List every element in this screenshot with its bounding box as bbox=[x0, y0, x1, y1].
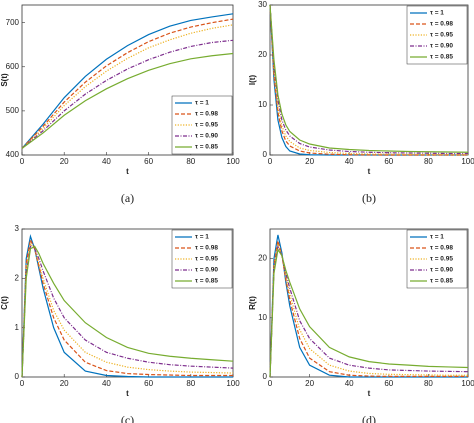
y-tick-label: 700 bbox=[6, 18, 20, 27]
x-tick-label: 0 bbox=[20, 379, 25, 388]
line-series bbox=[269, 4, 468, 156]
y-axis-label: S(t) bbox=[0, 73, 9, 87]
x-tick-label: 40 bbox=[102, 379, 111, 388]
x-tick-label: 80 bbox=[424, 379, 433, 388]
legend-label: τ = 0.98 bbox=[430, 245, 453, 252]
line-series bbox=[269, 4, 469, 153]
legend-box bbox=[171, 229, 233, 289]
x-tick-label: 80 bbox=[186, 157, 195, 166]
y-tick-label: 500 bbox=[6, 106, 20, 115]
x-tick-label: 60 bbox=[384, 379, 393, 388]
y-axis-label: C(t) bbox=[0, 296, 9, 310]
legend-label: τ = 0.95 bbox=[195, 122, 218, 129]
legend-box bbox=[406, 5, 468, 65]
x-tick-label: 20 bbox=[60, 379, 69, 388]
line-series bbox=[269, 4, 469, 156]
x-tick-label: 80 bbox=[424, 157, 433, 166]
line-series bbox=[269, 244, 469, 378]
legend-label: τ = 0.85 bbox=[195, 278, 218, 285]
y-tick-label: 0 bbox=[263, 372, 268, 381]
legend-label: τ = 0.85 bbox=[430, 278, 453, 285]
line-series bbox=[269, 243, 468, 378]
x-tick-label: 40 bbox=[345, 157, 354, 166]
y-tick-label: 10 bbox=[258, 313, 267, 322]
legend-label: τ = 0.90 bbox=[430, 43, 453, 50]
line-series bbox=[21, 18, 234, 149]
x-axis-label: t bbox=[368, 389, 371, 398]
y-tick-label: 600 bbox=[6, 62, 20, 71]
line-series bbox=[21, 234, 233, 378]
y-tick-label: 30 bbox=[258, 0, 267, 9]
x-tick-label: 100 bbox=[226, 379, 240, 388]
x-tick-label: 60 bbox=[144, 379, 153, 388]
x-tick-label: 20 bbox=[305, 379, 314, 388]
x-tick-label: 60 bbox=[144, 157, 153, 166]
legend-label: τ = 0.90 bbox=[195, 267, 218, 274]
y-tick-label: 2 bbox=[15, 273, 20, 282]
legend-label: τ = 0.95 bbox=[430, 256, 453, 263]
y-tick-label: 3 bbox=[15, 224, 20, 233]
y-tick-label: 400 bbox=[6, 150, 20, 159]
y-tick-label: 0 bbox=[15, 372, 20, 381]
line-series bbox=[21, 245, 234, 378]
x-axis-label: t bbox=[126, 389, 129, 398]
legend-label: τ = 0.98 bbox=[195, 245, 218, 252]
legend-box bbox=[171, 95, 233, 155]
x-axis-label: t bbox=[126, 167, 129, 176]
legend-box bbox=[406, 229, 468, 289]
x-tick-label: 0 bbox=[20, 157, 25, 166]
x-tick-label: 60 bbox=[384, 157, 393, 166]
y-tick-label: 1 bbox=[15, 323, 20, 332]
y-axis-label: I(t) bbox=[248, 75, 257, 86]
caption: (c) bbox=[121, 413, 134, 423]
line-series bbox=[269, 4, 468, 155]
y-tick-label: 10 bbox=[258, 100, 267, 109]
legend-label: τ = 0.85 bbox=[430, 54, 453, 61]
caption: (a) bbox=[121, 191, 134, 205]
x-tick-label: 100 bbox=[461, 157, 474, 166]
line-series bbox=[21, 13, 234, 149]
legend-label: τ = 1 bbox=[195, 234, 209, 241]
x-tick-label: 80 bbox=[186, 379, 195, 388]
line-series bbox=[21, 24, 234, 149]
x-tick-label: 40 bbox=[102, 157, 111, 166]
x-tick-label: 20 bbox=[60, 157, 69, 166]
x-tick-label: 100 bbox=[226, 157, 240, 166]
legend-label: τ = 1 bbox=[195, 100, 209, 107]
y-tick-label: 0 bbox=[263, 150, 268, 159]
x-tick-label: 40 bbox=[345, 379, 354, 388]
caption: (b) bbox=[362, 191, 376, 205]
line-series bbox=[21, 52, 234, 149]
legend-label: τ = 0.90 bbox=[430, 267, 453, 274]
line-series bbox=[269, 248, 469, 378]
legend-label: τ = 0.95 bbox=[430, 32, 453, 39]
caption: (d) bbox=[362, 413, 376, 423]
x-axis-label: t bbox=[368, 167, 371, 176]
legend-label: τ = 0.85 bbox=[195, 144, 218, 151]
x-tick-label: 0 bbox=[268, 157, 273, 166]
y-tick-label: 20 bbox=[258, 254, 267, 263]
legend-label: τ = 1 bbox=[430, 10, 444, 17]
x-tick-label: 20 bbox=[305, 157, 314, 166]
x-tick-label: 0 bbox=[268, 379, 273, 388]
legend-label: τ = 1 bbox=[430, 234, 444, 241]
y-axis-label: R(t) bbox=[248, 296, 257, 310]
legend-label: τ = 0.98 bbox=[430, 21, 453, 28]
legend-label: τ = 0.98 bbox=[195, 111, 218, 118]
legend-label: τ = 0.95 bbox=[195, 256, 218, 263]
y-tick-label: 20 bbox=[258, 50, 267, 59]
line-series bbox=[21, 237, 233, 378]
legend-label: τ = 0.90 bbox=[195, 133, 218, 140]
x-tick-label: 100 bbox=[461, 379, 474, 388]
